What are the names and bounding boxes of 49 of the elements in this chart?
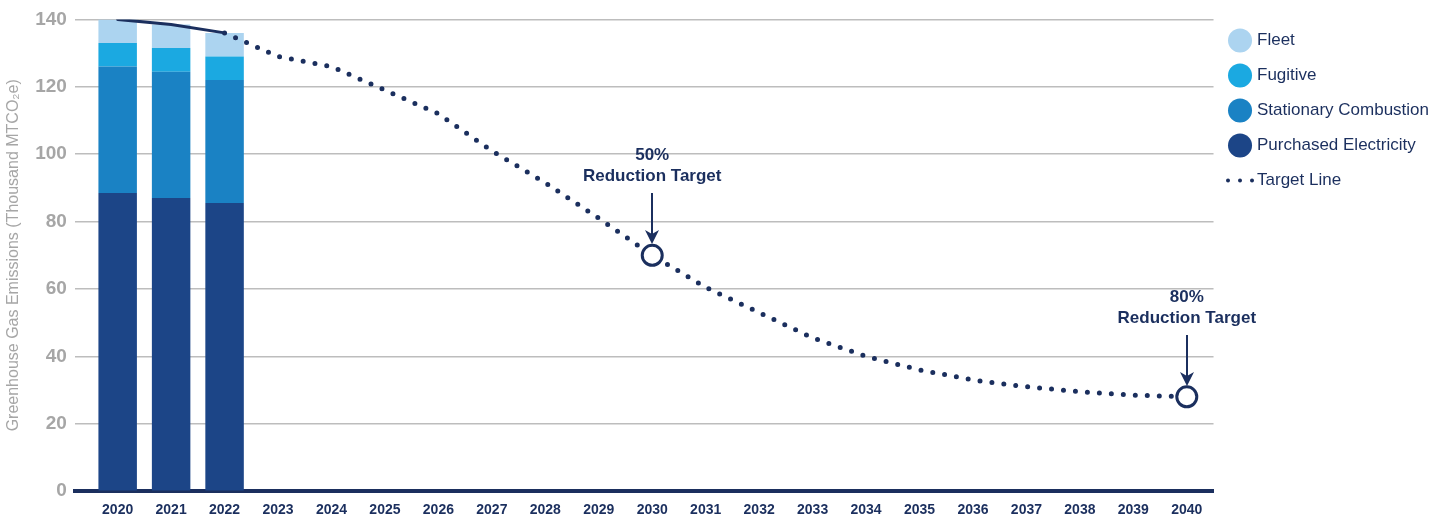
annotation: 50% Reduction Target	[582, 145, 722, 186]
bar	[205, 80, 244, 204]
x-tick-label: 2038	[1064, 501, 1096, 518]
x-tick-label: 2036	[957, 501, 989, 518]
x-tick-label: 2031	[690, 501, 722, 518]
bar	[98, 66, 137, 193]
x-tick-label: 2029	[583, 501, 615, 518]
bar	[98, 42, 137, 67]
x-tick-label: 2025	[369, 501, 401, 518]
x-tick-label: 2023	[262, 501, 294, 518]
bar	[205, 56, 244, 81]
legend-label: Fugitive	[1257, 65, 1317, 85]
x-tick-label: 2032	[743, 501, 775, 518]
y-axis-title: Greenhouse Gas Emissions (Thousand MTCO₂e)	[4, 79, 22, 432]
bar	[151, 71, 191, 199]
y-tick-label: 80	[45, 209, 67, 231]
x-tick-label: 2040	[1171, 501, 1203, 518]
y-tick-label: 140	[35, 7, 67, 29]
x-tick-label: 2033	[797, 501, 829, 518]
y-tick-label: 60	[45, 277, 67, 299]
bar	[98, 19, 137, 43]
x-tick-label: 2039	[1117, 501, 1150, 518]
bar	[205, 32, 244, 57]
x-tick-label: 2035	[903, 501, 936, 518]
y-tick-label: 0	[56, 479, 67, 501]
y-tick-label: 100	[35, 142, 67, 164]
y-tick-label: 20	[45, 412, 67, 434]
bar	[151, 48, 191, 72]
x-tick-label: 2024	[315, 501, 348, 518]
y-tick-label: 120	[35, 75, 67, 97]
x-tick-label: 2022	[209, 501, 241, 518]
x-tick-label: 2021	[155, 501, 187, 518]
x-tick-label: 2027	[476, 501, 508, 518]
legend-label: Purchased Electricity	[1257, 135, 1417, 155]
x-tick-label: 2028	[529, 501, 562, 518]
bar	[98, 192, 137, 491]
x-tick-label: 2026	[422, 501, 455, 518]
x-tick-label: 2037	[1010, 501, 1043, 518]
x-tick-label: 2030	[636, 501, 669, 518]
y-tick-label: 40	[45, 344, 67, 366]
legend-label: Target Line	[1257, 170, 1342, 190]
bar	[151, 24, 191, 49]
x-tick-label: 2034	[850, 501, 882, 518]
annotation: 80% Reduction Target	[1117, 287, 1257, 328]
x-tick-label: 2020	[102, 501, 134, 518]
bar	[205, 203, 244, 491]
bar	[151, 198, 191, 491]
legend-label: Fleet	[1257, 30, 1296, 50]
legend-label: Stationary Combustion	[1257, 100, 1430, 120]
